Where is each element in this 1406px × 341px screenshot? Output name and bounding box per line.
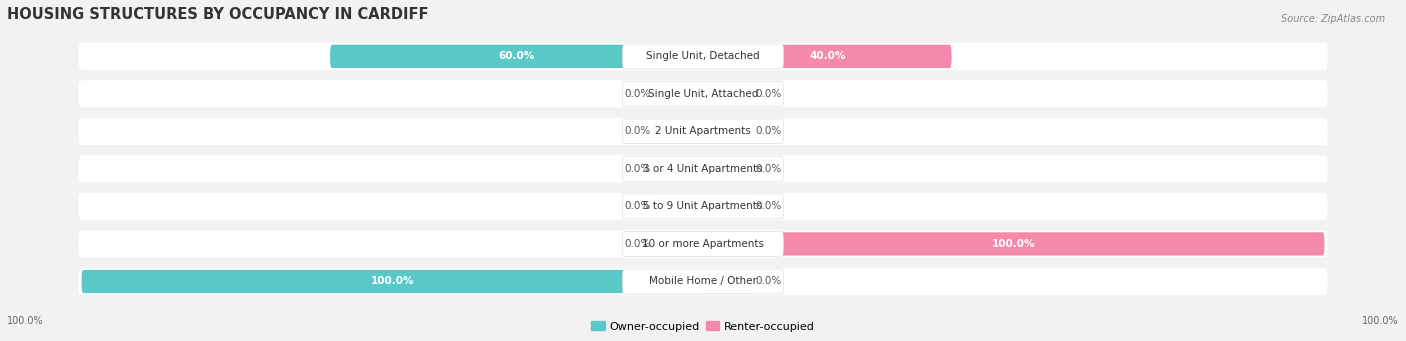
Text: 100.0%: 100.0% — [993, 239, 1035, 249]
Text: Mobile Home / Other: Mobile Home / Other — [650, 277, 756, 286]
Legend: Owner-occupied, Renter-occupied: Owner-occupied, Renter-occupied — [586, 317, 820, 336]
Text: 0.0%: 0.0% — [756, 277, 782, 286]
Text: 5 to 9 Unit Apartments: 5 to 9 Unit Apartments — [644, 202, 762, 211]
Text: 10 or more Apartments: 10 or more Apartments — [643, 239, 763, 249]
FancyBboxPatch shape — [79, 43, 1327, 70]
FancyBboxPatch shape — [654, 82, 703, 105]
FancyBboxPatch shape — [79, 118, 1327, 145]
FancyBboxPatch shape — [654, 195, 703, 218]
FancyBboxPatch shape — [703, 82, 752, 105]
FancyBboxPatch shape — [703, 157, 752, 180]
Text: 0.0%: 0.0% — [624, 239, 650, 249]
Text: Single Unit, Attached: Single Unit, Attached — [648, 89, 758, 99]
Text: 0.0%: 0.0% — [624, 127, 650, 136]
FancyBboxPatch shape — [79, 231, 1327, 257]
FancyBboxPatch shape — [623, 44, 783, 69]
FancyBboxPatch shape — [79, 80, 1327, 107]
FancyBboxPatch shape — [330, 45, 703, 68]
FancyBboxPatch shape — [703, 232, 1324, 255]
Text: 0.0%: 0.0% — [624, 164, 650, 174]
FancyBboxPatch shape — [654, 120, 703, 143]
Text: 0.0%: 0.0% — [756, 89, 782, 99]
FancyBboxPatch shape — [82, 270, 703, 293]
FancyBboxPatch shape — [623, 119, 783, 144]
Text: 100.0%: 100.0% — [371, 277, 413, 286]
FancyBboxPatch shape — [654, 157, 703, 180]
FancyBboxPatch shape — [703, 270, 752, 293]
FancyBboxPatch shape — [623, 232, 783, 256]
Text: HOUSING STRUCTURES BY OCCUPANCY IN CARDIFF: HOUSING STRUCTURES BY OCCUPANCY IN CARDI… — [7, 7, 429, 22]
FancyBboxPatch shape — [703, 45, 952, 68]
Text: 0.0%: 0.0% — [756, 202, 782, 211]
Text: 60.0%: 60.0% — [499, 51, 534, 61]
Text: 0.0%: 0.0% — [756, 127, 782, 136]
Text: 100.0%: 100.0% — [7, 316, 44, 326]
FancyBboxPatch shape — [623, 194, 783, 219]
Text: 100.0%: 100.0% — [1362, 316, 1399, 326]
Text: 2 Unit Apartments: 2 Unit Apartments — [655, 127, 751, 136]
FancyBboxPatch shape — [79, 155, 1327, 182]
FancyBboxPatch shape — [623, 157, 783, 181]
Text: 40.0%: 40.0% — [808, 51, 845, 61]
Text: 0.0%: 0.0% — [756, 164, 782, 174]
FancyBboxPatch shape — [623, 81, 783, 106]
Text: 0.0%: 0.0% — [624, 202, 650, 211]
FancyBboxPatch shape — [623, 269, 783, 294]
Text: Single Unit, Detached: Single Unit, Detached — [647, 51, 759, 61]
FancyBboxPatch shape — [703, 195, 752, 218]
Text: Source: ZipAtlas.com: Source: ZipAtlas.com — [1281, 14, 1385, 24]
FancyBboxPatch shape — [79, 193, 1327, 220]
FancyBboxPatch shape — [703, 120, 752, 143]
FancyBboxPatch shape — [79, 268, 1327, 295]
Text: 0.0%: 0.0% — [624, 89, 650, 99]
Text: 3 or 4 Unit Apartments: 3 or 4 Unit Apartments — [643, 164, 763, 174]
FancyBboxPatch shape — [654, 232, 703, 255]
